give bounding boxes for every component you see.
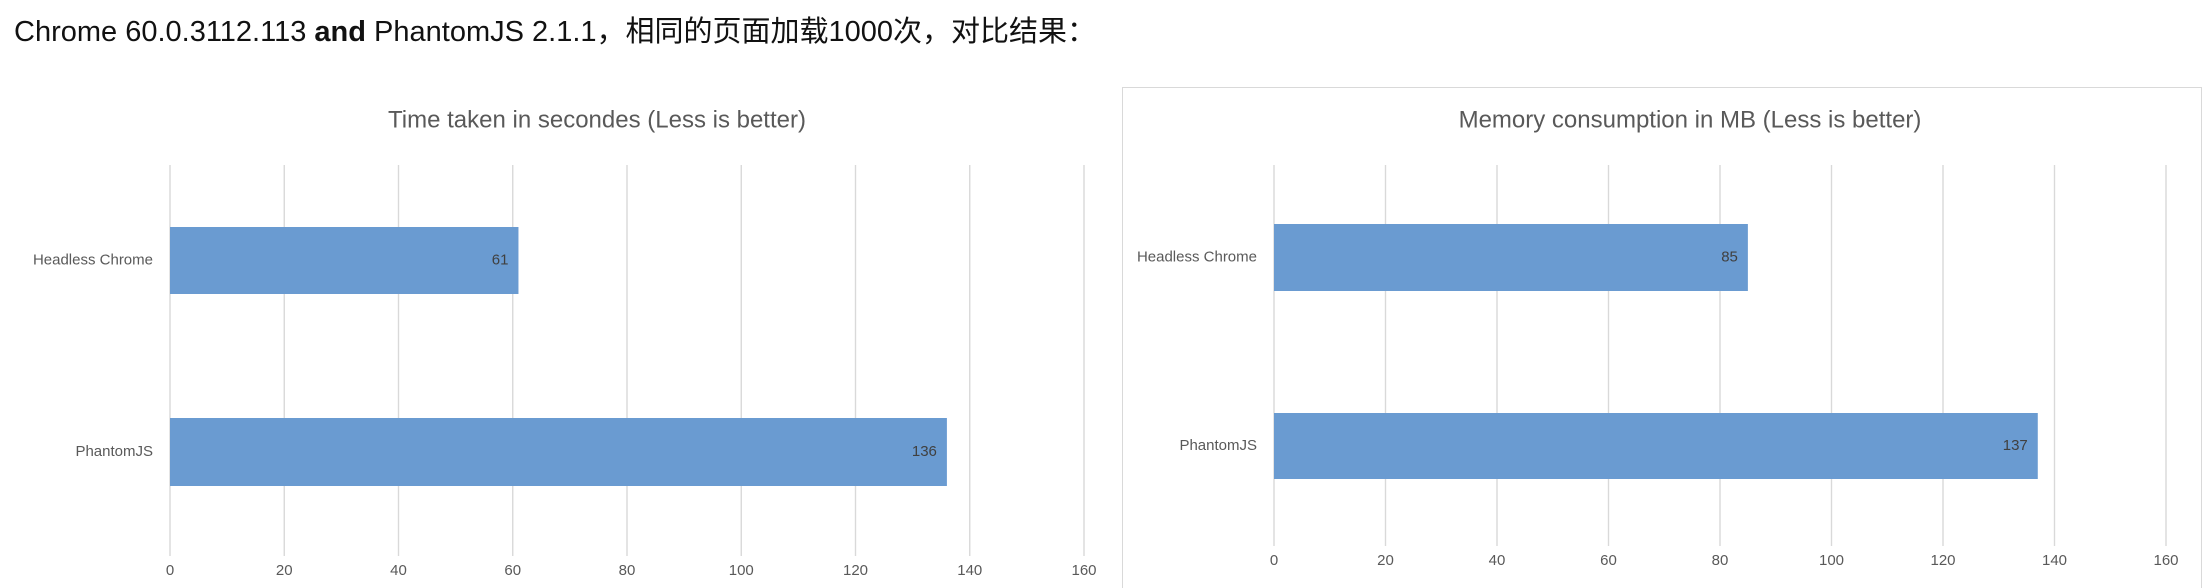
heading-prefix: Chrome 60.0.3112.113 [14, 16, 307, 48]
x-tick-label: 140 [2042, 552, 2067, 569]
x-tick-label: 20 [276, 562, 293, 579]
value-label: 85 [1721, 248, 1738, 265]
category-label: PhantomJS [75, 443, 153, 460]
x-tick-label: 80 [1712, 552, 1729, 569]
heading-suffix: PhantomJS 2.1.1，相同的页面加载1000次，对比结果： [374, 16, 1097, 48]
x-tick-label: 60 [1600, 552, 1617, 569]
bar [1274, 413, 2038, 479]
x-tick-label: 120 [1930, 552, 1955, 569]
x-tick-label: 20 [1377, 552, 1394, 569]
x-tick-label: 160 [2153, 552, 2178, 569]
bar [170, 227, 519, 294]
category-label: Headless Chrome [33, 251, 153, 268]
bar [1274, 224, 1748, 291]
category-label: Headless Chrome [1137, 248, 1257, 265]
x-tick-label: 40 [390, 562, 407, 579]
x-tick-label: 160 [1071, 562, 1096, 579]
chart-frame [1122, 87, 2202, 588]
x-tick-label: 40 [1489, 552, 1506, 569]
x-tick-label: 100 [1819, 552, 1844, 569]
heading-bold: and [314, 16, 366, 48]
chart-title: Memory consumption in MB (Less is better… [1459, 106, 1922, 133]
value-label: 137 [2003, 437, 2028, 454]
x-tick-label: 0 [1270, 552, 1278, 569]
x-tick-label: 80 [619, 562, 636, 579]
x-tick-label: 100 [729, 562, 754, 579]
x-tick-label: 60 [504, 562, 521, 579]
value-label: 136 [912, 443, 937, 460]
chart-title: Time taken in secondes (Less is better) [388, 106, 806, 133]
x-tick-label: 140 [957, 562, 982, 579]
bar [170, 418, 947, 486]
value-label: 61 [492, 251, 509, 268]
x-tick-label: 120 [843, 562, 868, 579]
heading: Chrome 60.0.3112.113 and PhantomJS 2.1.1… [14, 8, 1096, 50]
x-tick-label: 0 [166, 562, 174, 579]
category-label: PhantomJS [1179, 437, 1257, 454]
